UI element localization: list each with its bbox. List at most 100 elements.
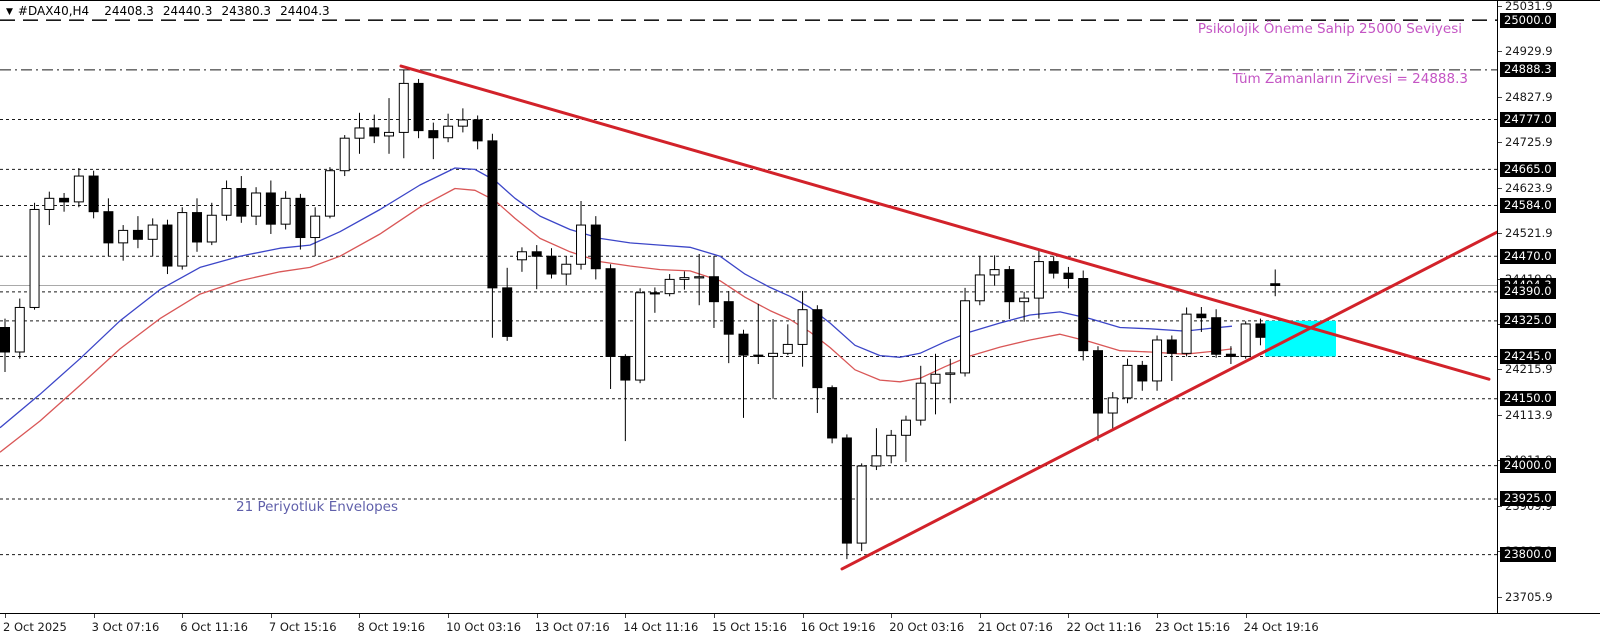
symbol-timeframe-label: #DAX40,H4 (17, 4, 90, 18)
collapse-toolbar-icon[interactable]: ▼ (6, 7, 13, 17)
time-axis-label: 23 Oct 15:16 (1155, 620, 1231, 634)
price-level-badge: 24665.0 (1500, 161, 1556, 177)
candle-body (561, 263, 572, 275)
price-level-badge: 24150.0 (1500, 391, 1556, 407)
time-axis-label: 10 Oct 03:16 (446, 620, 522, 634)
time-tick-mark (5, 614, 6, 618)
price-level-badge: 24390.0 (1500, 284, 1556, 300)
trendline-descending-resistance[interactable] (399, 64, 1491, 381)
time-scale[interactable]: 2 Oct 2025 3 Oct 07:16 6 Oct 11:16 7 Oct 15… (0, 613, 1600, 638)
candle-body (88, 175, 99, 213)
candle-body (679, 277, 690, 280)
price-level-badge: 25000.0 (1500, 12, 1556, 28)
time-axis-label: 22 Oct 11:16 (1066, 620, 1142, 634)
candle-body (546, 255, 557, 275)
price-tick-mark (1498, 596, 1502, 598)
price-scale[interactable]: 25031.9 24929.9 24827.9 24725.9 24623.9 24521… (1497, 1, 1600, 613)
candle-body (635, 292, 646, 381)
candle-body (960, 300, 971, 374)
ohlc-close-value: 24404.3 (280, 4, 330, 18)
time-tick-mark (1245, 614, 1247, 618)
candle-body (1004, 269, 1015, 303)
candle-body (1019, 297, 1030, 303)
candle-body (649, 292, 660, 295)
price-tick-mark (1498, 414, 1502, 416)
envelope-upper-line[interactable] (0, 167, 1233, 429)
price-tick-label: 24623.9 (1505, 180, 1553, 195)
candle-body (487, 140, 498, 289)
candle-body (605, 268, 616, 357)
candle-body (1181, 313, 1192, 354)
candle-body (753, 354, 764, 357)
annotation-envelopes: 21 Periyotluk Envelopes (236, 499, 398, 515)
time-axis-label: 6 Oct 11:16 (180, 620, 248, 634)
chart-plot-area[interactable]: ▼ #DAX40,H4 24408.3 24440.3 24380.3 24404.3 P… (0, 1, 1497, 613)
candle-body (457, 119, 468, 127)
price-tick-mark (1498, 142, 1502, 144)
time-tick-mark (1157, 614, 1159, 618)
time-axis-label: 15 Oct 15:16 (711, 620, 787, 634)
candle-body (590, 224, 601, 270)
candle-body (1048, 261, 1059, 274)
candle-body (14, 306, 25, 353)
chart-title-row: ▼ #DAX40,H4 24408.3 24440.3 24380.3 24404.3 (6, 4, 330, 18)
candle-body (974, 274, 985, 302)
price-level-badge: 23800.0 (1500, 547, 1556, 563)
candle-body (132, 229, 143, 240)
candle-body (1092, 350, 1103, 414)
time-axis-label: 24 Oct 19:16 (1243, 620, 1319, 634)
candle-body (236, 188, 247, 217)
candle-body (265, 192, 276, 225)
time-axis-label: 8 Oct 19:16 (357, 620, 426, 634)
price-level-badge: 24325.0 (1500, 313, 1556, 329)
candle-body (502, 287, 513, 337)
highlight-zone[interactable] (1265, 320, 1336, 357)
time-axis-label: 13 Oct 07:16 (534, 620, 610, 634)
ohlc-low-value: 24380.3 (221, 4, 272, 18)
candle-body (886, 434, 897, 457)
candle-body (1240, 323, 1251, 357)
trendline-ascending-support[interactable] (840, 230, 1497, 571)
candle-body (118, 229, 129, 244)
candle-body (1063, 272, 1074, 280)
candle-body (930, 373, 941, 384)
price-tick-mark (1498, 5, 1502, 7)
candle-body (428, 130, 439, 139)
time-tick-mark (802, 614, 804, 618)
candle-body (915, 382, 926, 421)
price-level-badge: 24777.0 (1500, 111, 1556, 127)
candle-body (280, 197, 291, 225)
candle-body (797, 309, 808, 345)
time-axis-label: 21 Oct 07:16 (977, 620, 1053, 634)
candle-body (295, 197, 306, 239)
candle-body (29, 208, 40, 308)
candle-body (782, 343, 793, 354)
candle-body (531, 251, 542, 257)
price-tick-label: 24521.9 (1505, 226, 1553, 241)
candle-body (1166, 339, 1177, 354)
candle-body (738, 333, 749, 356)
candle-body (827, 387, 838, 439)
ohlc-open-value: 24408.3 (104, 4, 154, 18)
time-tick-mark (625, 614, 627, 618)
candle-body (310, 215, 321, 239)
time-tick-mark (93, 614, 95, 618)
candle-body (1225, 353, 1236, 357)
time-tick-mark (359, 614, 361, 618)
candle-body (664, 278, 675, 295)
candle-body (398, 82, 409, 133)
candle-body (694, 276, 705, 279)
time-tick-mark (1068, 614, 1070, 618)
candle-body (192, 212, 203, 243)
price-tick-mark (1498, 369, 1502, 371)
ohlc-high-value: 24440.3 (162, 4, 213, 18)
candle-body (1196, 313, 1207, 319)
price-tick-label: 24827.9 (1505, 89, 1553, 104)
candle-body (339, 137, 350, 172)
annotation-psychological-level: Psikolojik Öneme Sahip 25000 Seviyesi (1197, 21, 1462, 37)
envelope-lower-line[interactable] (0, 187, 1233, 453)
time-tick-mark (182, 614, 184, 618)
candle-body (812, 309, 823, 389)
candlestick-chart[interactable] (0, 1, 1497, 613)
candle-body (221, 188, 232, 216)
